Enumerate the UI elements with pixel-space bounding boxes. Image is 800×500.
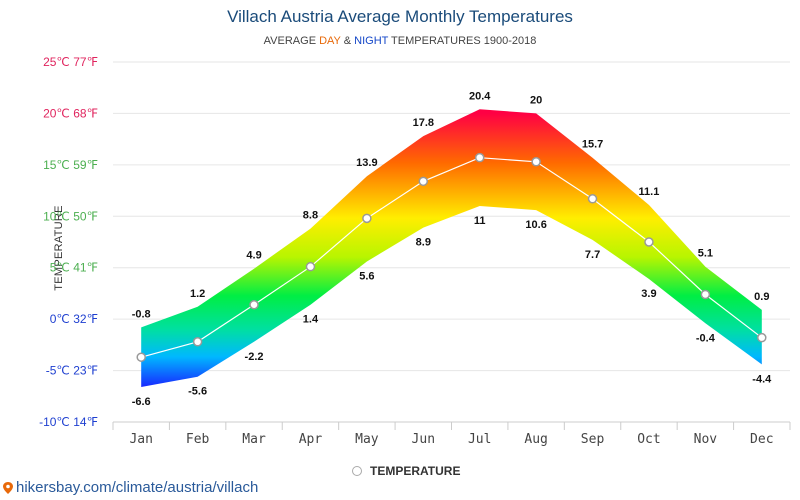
data-labels: -0.8 1.2 4.9 8.8 13.9 17.8 20.4 20 15.7 11.1 5.1 0.…	[132, 90, 772, 408]
average-point	[136, 352, 146, 362]
night-value-label: 7.7	[585, 249, 600, 261]
subtitle-day: DAY	[319, 35, 341, 47]
map-pin-icon	[3, 481, 13, 494]
subtitle-suffix: TEMPERATURES 1900-2018	[388, 35, 537, 47]
x-tick-label: Jul	[468, 432, 491, 447]
night-value-label: 3.9	[641, 288, 656, 300]
day-night-band	[141, 109, 762, 388]
x-tick-label: Jun	[412, 432, 435, 447]
average-point	[757, 332, 767, 343]
day-value-label: 1.2	[190, 288, 205, 300]
average-temperature-line	[141, 157, 763, 358]
x-tick-label: Oct	[637, 432, 660, 447]
day-value-label: 17.8	[413, 117, 434, 129]
day-value-label: 20.4	[469, 90, 491, 102]
day-value-label: 4.9	[246, 250, 261, 262]
y-tick-label: 0℃ 32℉	[50, 312, 98, 326]
temperature-band	[141, 109, 762, 388]
night-value-label: -5.6	[188, 386, 207, 398]
y-tick-label: 10℃ 50℉	[43, 209, 98, 223]
average-point	[700, 289, 711, 300]
night-value-label: -6.6	[132, 396, 151, 408]
y-tick-label: -5℃ 23℉	[46, 364, 98, 378]
average-point	[362, 213, 372, 224]
day-value-label: 0.9	[754, 291, 769, 303]
x-axis-ticks: Jan Feb Mar Apr May Jun Jul Aug Sep Oct Nov Dec	[129, 432, 773, 447]
x-tick-label: Dec	[750, 432, 773, 447]
y-axis-ticks: 25℃ 77℉ 20℃ 68℉ 15℃ 59℉ 10℃ 50℉ 5℃ 41℉ 0℃ 32℉…	[39, 55, 98, 429]
night-value-label: -4.4	[752, 373, 772, 385]
night-value-label: 10.6	[525, 219, 546, 231]
x-tick-label: Sep	[581, 432, 605, 447]
legend[interactable]: TEMPERATURE	[352, 464, 460, 478]
y-tick-label: 25℃ 77℉	[43, 55, 98, 69]
x-tick-label: Jan	[129, 432, 152, 447]
x-tick-label: Nov	[694, 432, 718, 447]
average-point	[587, 194, 598, 204]
x-tick-label: Apr	[299, 432, 323, 447]
chart-subtitle: AVERAGE DAY & NIGHT TEMPERATURES 1900-20…	[0, 35, 800, 47]
chart-title: Villach Austria Average Monthly Temperat…	[227, 7, 573, 26]
y-tick-label: 5℃ 41℉	[50, 261, 98, 275]
average-point	[531, 157, 541, 167]
day-value-label: 15.7	[582, 139, 603, 151]
temperature-chart: 25℃ 77℉ 20℃ 68℉ 15℃ 59℉ 10℃ 50℉ 5℃ 41℉ 0℃ 32℉…	[39, 55, 791, 447]
x-tick-label: Mar	[242, 432, 266, 447]
x-tick-label: May	[355, 432, 379, 447]
average-point	[305, 261, 316, 272]
night-value-label: 5.6	[359, 271, 374, 283]
y-tick-label: 20℃ 68℉	[43, 106, 98, 120]
y-tick-label: -10℃ 14℉	[39, 415, 98, 429]
night-value-label: -0.4	[696, 332, 716, 344]
average-point	[418, 176, 429, 187]
night-value-label: 8.9	[416, 237, 431, 249]
day-value-label: 13.9	[356, 157, 377, 169]
subtitle-prefix: AVERAGE	[263, 35, 320, 47]
day-value-label: 8.8	[303, 210, 318, 222]
day-value-label: 11.1	[639, 186, 660, 198]
subtitle-amp: &	[340, 35, 355, 47]
source-link[interactable]: hikersbay.com/climate/austria/villach	[3, 479, 258, 496]
average-point	[644, 237, 654, 247]
night-value-label: -2.2	[245, 351, 264, 363]
average-line	[136, 152, 767, 362]
night-value-label: 11	[474, 215, 486, 227]
source-text: hikersbay.com/climate/austria/villach	[16, 479, 259, 496]
day-value-label: 20	[530, 94, 542, 106]
legend-label: TEMPERATURE	[370, 464, 461, 478]
average-point	[474, 152, 485, 163]
night-value-label: 1.4	[303, 314, 319, 326]
subtitle-night: NIGHT	[354, 35, 389, 47]
average-point	[249, 299, 259, 310]
grid-lines	[112, 61, 791, 430]
day-value-label: -0.8	[132, 308, 151, 320]
average-point	[192, 337, 203, 347]
day-value-label: 5.1	[698, 248, 713, 260]
legend-marker-icon	[352, 466, 362, 476]
x-tick-label: Aug	[524, 432, 547, 447]
x-tick-label: Feb	[186, 432, 210, 447]
y-tick-label: 15℃ 59℉	[43, 158, 98, 172]
